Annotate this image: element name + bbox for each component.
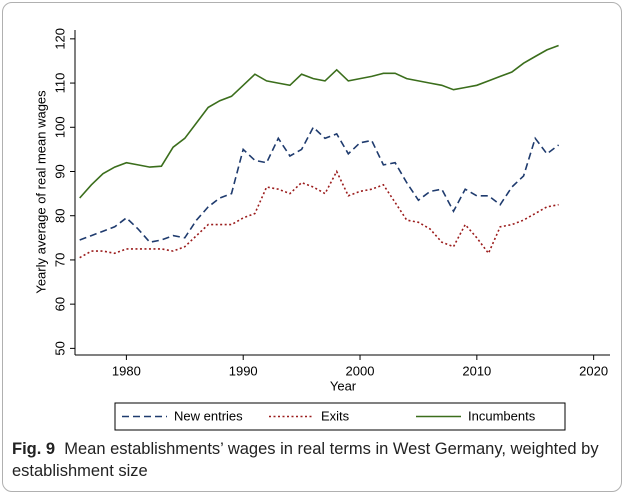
series-line — [79, 125, 560, 244]
y-tick-label: 50 — [52, 341, 67, 355]
legend-label: Exits — [321, 408, 350, 423]
x-tick-label: 2020 — [579, 363, 608, 378]
series-line — [79, 169, 559, 259]
x-tick-label: 2000 — [346, 363, 375, 378]
y-tick-label: 60 — [52, 297, 67, 311]
y-axis-title: Yearly average of real mean wages — [33, 90, 48, 294]
y-tick-label: 110 — [52, 73, 67, 94]
y-tick-label: 100 — [52, 116, 67, 138]
caption: Fig. 9 Mean establishments’ wages in rea… — [12, 438, 612, 482]
y-tick-label: 80 — [52, 208, 67, 222]
legend-label: New entries — [174, 408, 243, 423]
legend-label: Incumbents — [468, 408, 536, 423]
x-tick-label: 1980 — [112, 363, 141, 378]
caption-label: Fig. 9 — [12, 440, 56, 458]
y-tick-label: 120 — [52, 28, 67, 50]
frame — [2, 2, 622, 492]
series-line — [79, 44, 559, 199]
x-tick-label: 2010 — [462, 363, 491, 378]
caption-text: Mean establishments’ wages in real terms… — [12, 440, 599, 480]
legend-box — [114, 402, 566, 431]
y-tick-label: 90 — [52, 164, 67, 178]
x-tick-label: 1990 — [229, 363, 258, 378]
y-tick-label: 70 — [52, 253, 67, 267]
chart: Yearly average of real mean wages Year 5… — [33, 28, 610, 431]
x-axis-title: Year — [330, 378, 357, 393]
